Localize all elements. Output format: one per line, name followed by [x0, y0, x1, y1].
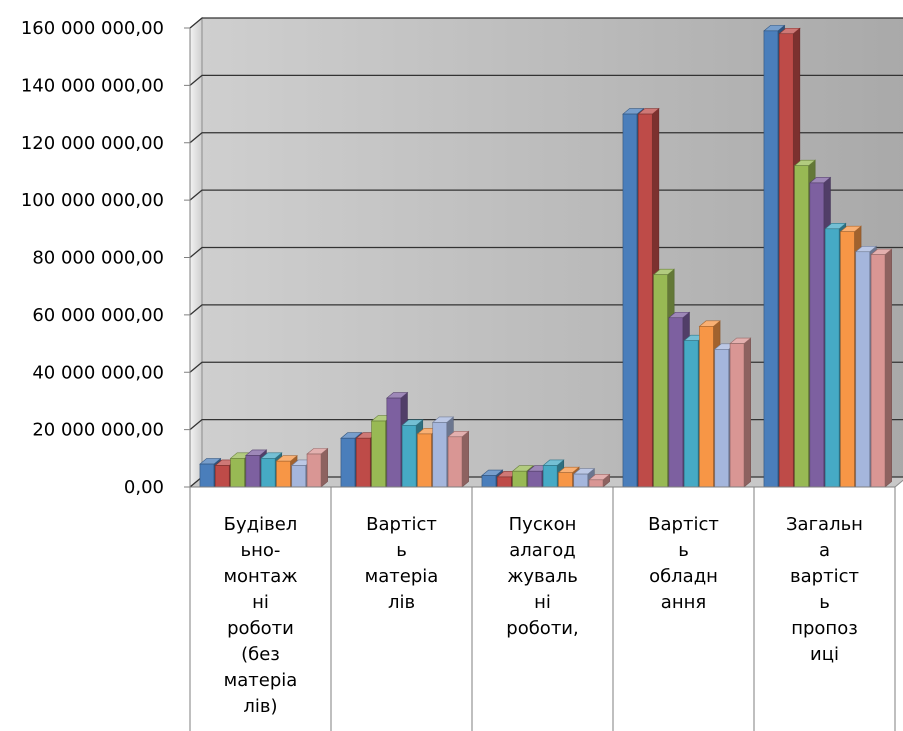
y-tick-label: 40 000 000,00 [32, 362, 164, 383]
gridline [189, 246, 903, 258]
x-axis-category-labels: Будівел ьно-монтаж ні роботи (без матеріа лів)… [223, 514, 863, 717]
bar [447, 430, 470, 488]
x-category-label: Загальн а вартіст ь пропоз иці [786, 514, 863, 665]
axes [184, 27, 896, 731]
x-category-label: Вартіст ь обладн ання [648, 514, 719, 613]
gridline [189, 189, 903, 201]
x-category-label: Будівел ьно-монтаж ні роботи (без матеріа лів) [223, 514, 297, 717]
gridline [189, 17, 903, 29]
y-tick-label: 160 000 000,00 [21, 18, 164, 39]
y-tick-label: 0,00 [124, 477, 164, 498]
y-tick-label: 120 000 000,00 [21, 133, 164, 154]
bars [199, 24, 893, 488]
bar [588, 473, 611, 488]
y-tick-label: 140 000 000,00 [21, 75, 164, 96]
x-category-label: Пускон алагод жуваль ні роботи, [506, 514, 578, 639]
bar [306, 447, 329, 488]
y-axis-tick-labels: 0,00 20 000 000,00 40 000 000,00 60 000 000… [21, 18, 164, 498]
x-category-label: Вартіст ь матеріа лів [365, 514, 439, 613]
bar [729, 337, 752, 488]
y-tick-label: 60 000 000,00 [32, 305, 164, 326]
y-tick-label: 80 000 000,00 [32, 248, 164, 269]
gridline [189, 74, 903, 86]
bar [870, 248, 893, 488]
gridline [189, 132, 903, 144]
y-tick-label: 100 000 000,00 [21, 190, 164, 211]
y-tick-label: 20 000 000,00 [32, 420, 164, 441]
